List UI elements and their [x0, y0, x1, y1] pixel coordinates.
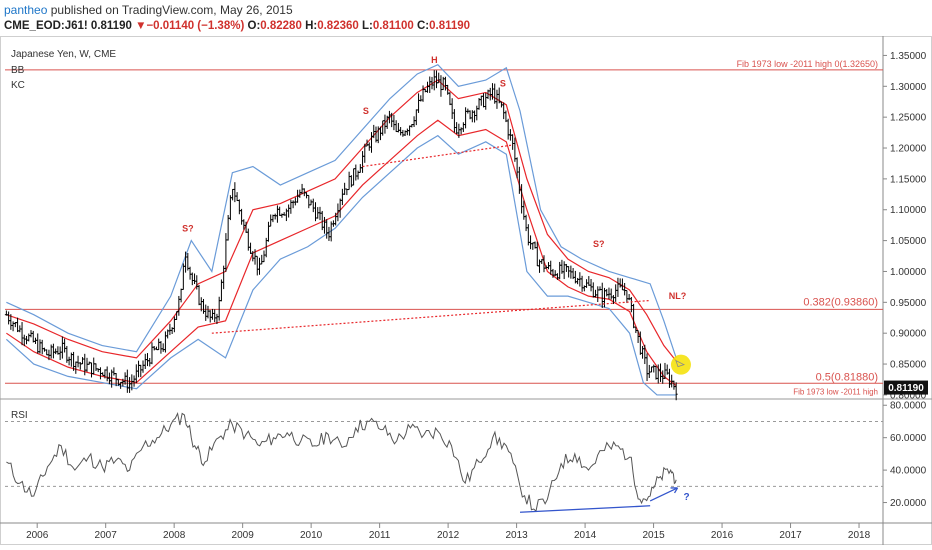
time-tick-label: 2017	[779, 530, 802, 541]
fib-label: Fib 1973 low -2011 high 0(1.32650)	[737, 59, 878, 69]
rsi-tick-label: 80.0000	[890, 401, 927, 412]
low-label: L:	[361, 20, 373, 32]
divergence-label: ?	[684, 492, 690, 503]
price-tick-label: 0.95000	[890, 298, 927, 309]
time-tick-label: 2014	[574, 530, 597, 541]
chart-header: pantheo published on TradingView.com, Ma…	[0, 0, 932, 36]
highlight-marker	[670, 354, 691, 375]
price-tick-label: 1.05000	[890, 236, 927, 247]
time-tick-label: 2008	[163, 530, 186, 541]
fib-label: 0.5(0.81880)	[816, 371, 878, 383]
rsi-tick-label: 40.0000	[890, 466, 927, 477]
fib-label: 0.382(0.93860)	[803, 296, 878, 308]
last-price-badge	[884, 380, 928, 395]
price-tick-label: 0.90000	[890, 329, 927, 340]
pattern-label: NL?	[669, 291, 687, 301]
bands	[5, 63, 677, 396]
last-price-badge-label: 0.81190	[888, 383, 924, 394]
rsi-divergence-line	[519, 505, 651, 513]
arrowhead-icon	[670, 487, 679, 494]
time-tick-label: 2018	[848, 530, 871, 541]
price-tick-label: 1.20000	[890, 144, 927, 155]
pattern-label: H	[431, 55, 438, 65]
price-tick-label: 1.15000	[890, 174, 927, 185]
keltner-upper-line	[6, 79, 677, 362]
last-price: 0.81190	[90, 20, 132, 32]
rsi-tick-label: 60.0000	[890, 433, 927, 444]
time-tick-label: 2013	[505, 530, 528, 541]
time-tick-label: 2010	[300, 530, 323, 541]
time-tick-label: 2006	[26, 530, 49, 541]
price-tick-label: 1.30000	[890, 82, 927, 93]
price-tick-label: 0.80000	[890, 390, 927, 401]
author-link[interactable]: pantheo	[4, 3, 48, 17]
indicator-label: BB	[11, 65, 25, 76]
rsi-title: RSI	[11, 410, 28, 421]
bollinger-lower-line	[5, 134, 677, 396]
instrument-title: Japanese Yen, W, CME	[11, 49, 116, 60]
time-tick-label: 2016	[711, 530, 734, 541]
time-tick-label: 2012	[437, 530, 460, 541]
ohlc-line: CME_EOD:J61! 0.81190 ▼−0.01140 (−1.38%) …	[4, 20, 470, 32]
open-value: 0.82280	[260, 20, 302, 32]
fib-label: Fib 1973 low -2011 high	[793, 387, 878, 396]
time-tick-label: 2007	[95, 530, 118, 541]
price-tick-label: 0.85000	[890, 360, 927, 371]
high-value: 0.82360	[317, 20, 359, 32]
time-tick-label: 2009	[232, 530, 255, 541]
pattern-label: S?	[182, 223, 194, 233]
price-tick-label: 1.10000	[890, 205, 927, 216]
time-tick-label: 2015	[642, 530, 665, 541]
rsi-line	[6, 412, 677, 513]
low-value: 0.81100	[372, 20, 414, 32]
pattern-label: S	[363, 106, 369, 116]
axes: 1.35000 1.30000 1.25000 1.20000 1.15000 1.100…	[26, 51, 928, 541]
rsi-panel: ?	[5, 412, 883, 513]
high-label: H:	[305, 20, 318, 32]
legend: Japanese Yen, W, CME BB KC RSI	[11, 49, 116, 421]
keltner-lower-line	[6, 119, 677, 387]
price-series	[4, 70, 678, 401]
indicator-label: KC	[11, 80, 25, 91]
highlight-arrow-icon	[675, 359, 686, 368]
rsi-tick-label: 20.0000	[890, 498, 927, 509]
neckline-top	[362, 144, 514, 168]
symbol-label: CME_EOD:J61!	[4, 20, 88, 32]
rsi-divergence-arrow	[649, 487, 678, 502]
neckline-main	[211, 299, 651, 334]
down-triangle-icon: ▼	[135, 20, 147, 32]
publish-info: published on TradingView.com, May 26, 20…	[47, 3, 293, 17]
pattern-marks: S? S H S S? NL?	[182, 55, 691, 375]
time-tick-label: 2011	[369, 530, 391, 541]
pattern-label: S	[500, 78, 506, 88]
publish-line: pantheo published on TradingView.com, Ma…	[4, 3, 293, 17]
pattern-label: S?	[593, 239, 605, 249]
bollinger-upper-line	[6, 63, 677, 359]
close-label: C:	[416, 20, 430, 32]
price-tick-label: 1.35000	[890, 51, 927, 62]
price-change: −0.01140 (−1.38%)	[146, 20, 245, 32]
open-label: O:	[247, 20, 261, 32]
price-tick-label: 1.25000	[890, 113, 927, 124]
close-value: 0.81190	[429, 20, 471, 32]
fib-levels: Fib 1973 low -2011 high 0(1.32650) 0.382(…	[5, 59, 883, 396]
price-tick-label: 1.00000	[890, 267, 927, 278]
